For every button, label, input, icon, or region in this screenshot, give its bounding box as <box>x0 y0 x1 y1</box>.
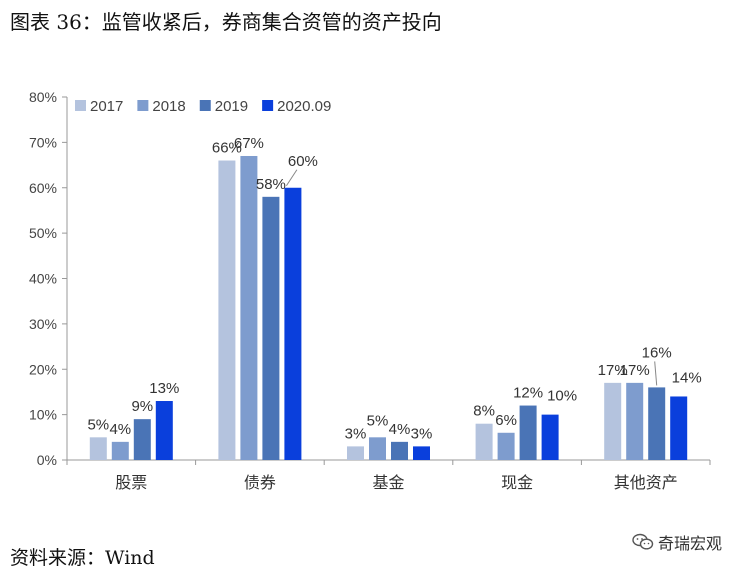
bar-2020.09-基金 <box>413 446 430 460</box>
bar-2019-基金 <box>391 441 408 460</box>
data-label: 16% <box>642 344 672 361</box>
data-label: 17% <box>598 362 628 379</box>
bar-2018-现金 <box>497 432 515 460</box>
bar-2020.09-股票 <box>155 401 173 460</box>
chart-legend: 2017 2018 2019 2020.09 <box>75 98 331 115</box>
data-label: 13% <box>149 380 179 397</box>
legend-swatch <box>262 100 274 111</box>
bar-2018-其他资产 <box>626 382 644 460</box>
y-tick-label: 60% <box>29 180 57 196</box>
x-category-label: 股票 <box>115 473 147 492</box>
bar-2018-基金 <box>369 437 386 460</box>
source-note: 资料来源：Wind <box>10 547 155 569</box>
data-label: 4% <box>109 421 131 438</box>
bar-2017-股票 <box>89 437 107 460</box>
chart-bars <box>89 155 688 461</box>
label-leader-line <box>285 169 298 187</box>
bar-2017-基金 <box>347 446 364 460</box>
y-tick-label: 80% <box>29 89 57 105</box>
y-tick-label: 0% <box>37 452 57 468</box>
data-label: 17% <box>620 362 650 379</box>
data-label: 66% <box>212 140 242 157</box>
bar-2020.09-债券 <box>284 187 302 460</box>
y-tick-label: 30% <box>29 316 57 332</box>
brand-watermark: 奇瑞宏观 <box>632 530 722 554</box>
data-label: 60% <box>288 153 318 170</box>
data-label: 10% <box>547 388 577 405</box>
x-category-label: 现金 <box>501 473 533 492</box>
legend-label: 2020.09 <box>277 98 331 115</box>
data-label: 3% <box>411 425 433 442</box>
data-label: 12% <box>513 385 543 402</box>
legend-label: 2018 <box>152 98 185 115</box>
bar-2019-现金 <box>519 405 537 460</box>
chart-data-labels: 5% 4%9%13%66%67%58%60%3%5%4% 3%8%6%12% 10%1… <box>87 135 701 442</box>
bar-2017-债券 <box>218 160 236 460</box>
data-label: 5% <box>87 416 109 433</box>
chart-axes: 0% 10% 20% 30% 40% 50% 60% 70% 80% 股票 债券 基金 现金 其他资产 <box>29 89 711 492</box>
legend-swatch <box>137 100 149 111</box>
bar-chart: 0% 10% 20% 30% 40% 50% 60% 70% 80% 股票 债券 基金 现金 其他资产 5… <box>29 89 711 492</box>
bar-2018-债券 <box>240 155 258 461</box>
data-label: 5% <box>367 412 389 429</box>
bar-2019-债券 <box>262 196 280 460</box>
legend-swatch <box>199 100 211 111</box>
data-label: 14% <box>672 369 702 386</box>
bar-2017-其他资产 <box>604 382 622 460</box>
bar-2020.09-其他资产 <box>670 396 688 460</box>
x-category-label: 其他资产 <box>614 473 678 492</box>
data-label: 4% <box>389 421 411 438</box>
label-leader-line <box>654 361 658 386</box>
bar-2019-股票 <box>133 419 151 460</box>
data-label: 6% <box>495 412 517 429</box>
figure-title: 图表 36：监管收紧后，券商集合资管的资产投向 <box>10 10 442 34</box>
legend-label: 2017 <box>90 98 123 115</box>
y-tick-label: 40% <box>29 271 57 287</box>
brand-name: 奇瑞宏观 <box>658 534 723 553</box>
data-label: 58% <box>256 176 286 193</box>
y-tick-label: 50% <box>29 225 57 241</box>
data-label: 9% <box>131 398 153 415</box>
bar-2019-其他资产 <box>648 387 666 460</box>
data-label: 3% <box>345 425 367 442</box>
y-tick-label: 20% <box>29 361 57 377</box>
x-category-label: 基金 <box>372 473 404 492</box>
wechat-icon <box>632 533 654 551</box>
data-label: 8% <box>473 403 495 420</box>
data-label: 67% <box>234 135 264 152</box>
legend-label: 2019 <box>215 98 248 115</box>
y-tick-label: 70% <box>29 134 57 150</box>
legend-swatch <box>75 100 86 111</box>
bar-2020.09-现金 <box>541 414 559 460</box>
bar-2017-现金 <box>475 423 493 460</box>
y-tick-label: 10% <box>29 407 57 423</box>
bar-2018-股票 <box>111 441 129 460</box>
x-category-label: 债券 <box>244 473 276 492</box>
